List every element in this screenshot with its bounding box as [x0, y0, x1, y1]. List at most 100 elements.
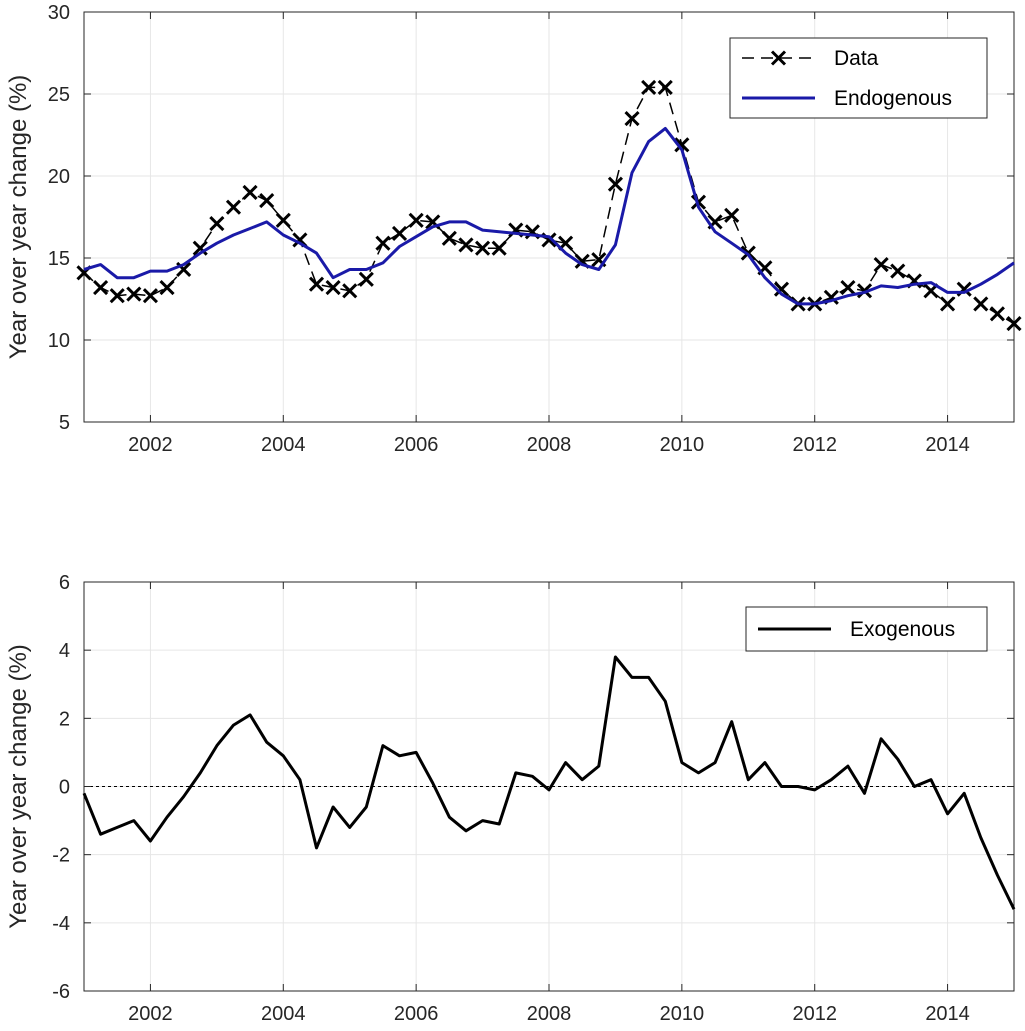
marker-stroke: [126, 286, 142, 302]
data-point-marker: [491, 240, 507, 256]
marker-stroke: [574, 253, 590, 269]
top-panel: 2002 2004 2006 2008 2010 2012 2014 5 10 15 20 25 30 Y…: [5, 2, 1022, 456]
x-tick-label: 2012: [792, 434, 837, 456]
legend-label: Endogenous: [834, 87, 952, 110]
x-tick-label: 2008: [527, 1003, 572, 1025]
marker-stroke: [109, 288, 125, 304]
y-tick-label: 0: [59, 777, 70, 799]
marker-stroke: [657, 79, 673, 96]
data-point-marker: [342, 283, 358, 299]
x-tick-label: 2014: [925, 434, 970, 456]
data-point-marker: [657, 79, 673, 96]
data-point-marker: [989, 306, 1005, 322]
x-tick-label: 2010: [660, 1003, 705, 1025]
marker-stroke: [940, 296, 956, 312]
marker-stroke: [641, 79, 657, 96]
marker-stroke: [840, 279, 856, 296]
x-tick-label: 2002: [128, 1003, 173, 1025]
marker-stroke: [989, 306, 1005, 322]
marker-stroke: [873, 256, 889, 273]
data-point-marker: [1006, 316, 1022, 332]
marker-stroke: [674, 137, 690, 153]
series-line-endogenous: [83, 126, 1015, 306]
data-point-marker: [325, 279, 341, 296]
data-point-marker: [159, 279, 175, 296]
marker-stroke: [242, 184, 258, 200]
marker-stroke: [973, 296, 989, 312]
data-point-marker: [93, 279, 109, 296]
marker-stroke: [458, 237, 474, 253]
y-tick-label: -2: [52, 845, 70, 867]
legend: Exogenous: [745, 606, 988, 652]
marker-stroke: [93, 279, 109, 296]
series-line-data: [83, 86, 1015, 325]
data-point-marker: [142, 288, 158, 304]
marker-stroke: [724, 207, 740, 223]
marker-stroke: [425, 214, 441, 230]
y-tick-label: 25: [48, 84, 70, 106]
x-tick-label: 2006: [394, 1003, 439, 1025]
legend-label: Data: [834, 47, 879, 70]
x-tick-label: 2002: [128, 434, 173, 456]
data-point-marker: [308, 276, 325, 292]
marker-stroke: [209, 215, 225, 232]
data-point-marker: [458, 237, 474, 253]
data-point-marker: [873, 256, 889, 273]
data-point-marker: [724, 207, 740, 223]
y-tick-label: 6: [59, 572, 70, 594]
data-point-marker: [259, 193, 275, 209]
data-point-marker: [973, 296, 989, 312]
data-point-marker: [358, 271, 374, 287]
x-tick-label: 2004: [261, 1003, 306, 1025]
data-point-marker: [408, 212, 424, 228]
data-point-marker: [840, 279, 856, 296]
x-tick-label: 2008: [527, 434, 572, 456]
data-point-marker: [242, 184, 258, 200]
series-line-exogenous: [82, 655, 1016, 910]
y-axis-label: Year over year change (%): [5, 644, 32, 929]
data-point-marker: [375, 235, 391, 251]
marker-stroke: [275, 212, 291, 228]
marker-stroke: [1006, 316, 1022, 332]
y-tick-label: 4: [59, 640, 70, 662]
marker-stroke: [541, 232, 557, 248]
data-point-marker: [773, 281, 790, 297]
marker-stroke: [342, 283, 358, 299]
y-tick-label: 2: [59, 708, 70, 730]
data-point-marker: [641, 79, 657, 96]
data-point-marker: [607, 176, 623, 192]
data-point-marker: [209, 215, 225, 232]
x-tick-label: 2014: [925, 1003, 970, 1025]
x-tick-label: 2006: [394, 434, 439, 456]
data-point-marker: [126, 286, 142, 302]
data-point-marker: [225, 199, 242, 215]
x-tick-label: 2012: [792, 1003, 837, 1025]
data-point-marker: [391, 225, 408, 241]
marker-stroke: [292, 232, 308, 248]
marker-stroke: [491, 240, 507, 256]
legend-label: Exogenous: [850, 618, 955, 641]
marker-stroke: [441, 230, 457, 246]
data-point-marker: [940, 296, 956, 312]
marker-stroke: [773, 281, 790, 297]
marker-stroke: [308, 276, 325, 292]
marker-stroke: [358, 271, 374, 287]
y-tick-label: 30: [48, 2, 70, 24]
marker-stroke: [524, 224, 540, 240]
marker-stroke: [176, 261, 192, 278]
y-tick-label: -6: [52, 981, 70, 1003]
marker-stroke: [375, 235, 391, 251]
data-point-marker: [192, 240, 208, 256]
y-axis-label: Year over year change (%): [5, 75, 32, 360]
bottom-panel: 2002 2004 2006 2008 2010 2012 2014 -6 -4 -2 0 2 4 6 Ye…: [5, 572, 1016, 1025]
marker-stroke: [591, 252, 607, 268]
marker-stroke: [607, 176, 623, 192]
legend-marker: [770, 50, 787, 66]
data-point-marker: [624, 111, 640, 127]
x-tick-label: 2004: [261, 434, 306, 456]
marker-stroke: [192, 240, 208, 256]
data-point-marker: [441, 230, 457, 246]
marker-stroke: [408, 212, 424, 228]
marker-stroke: [624, 111, 640, 127]
